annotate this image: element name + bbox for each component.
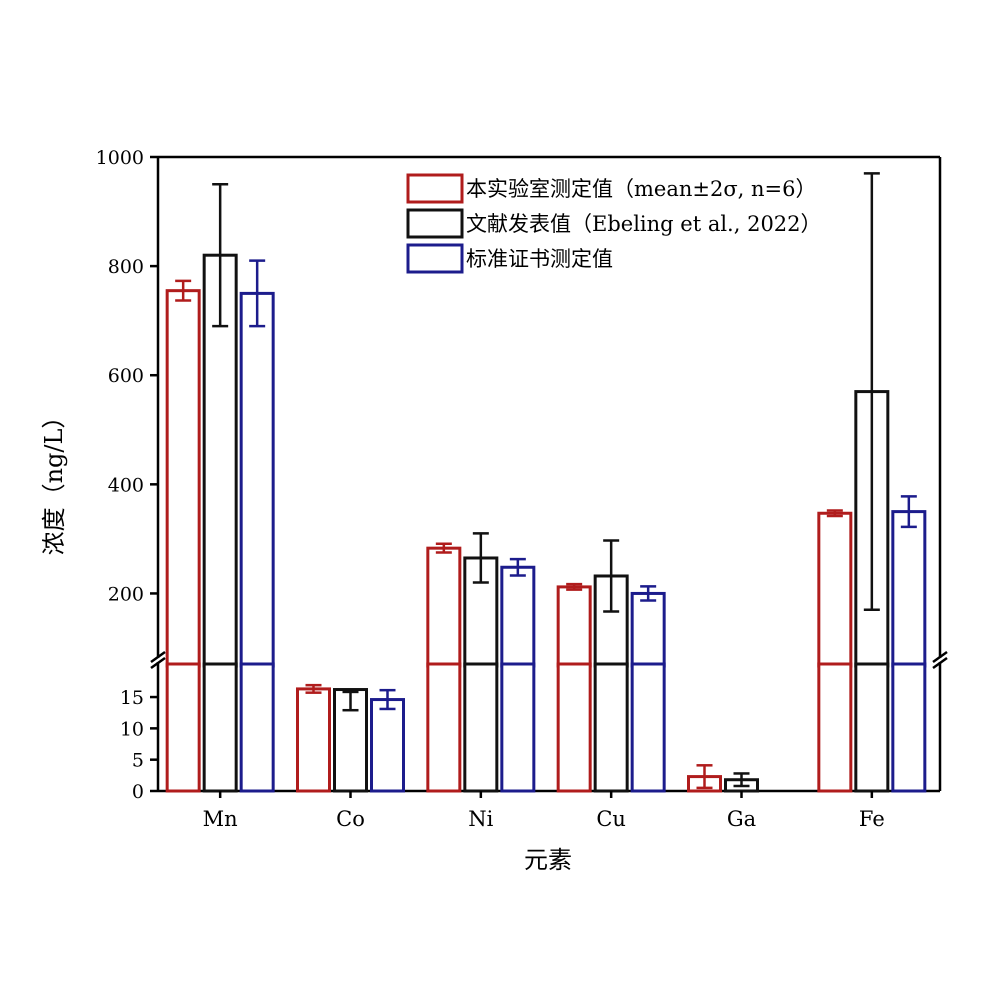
legend-label: 本实验室测定值（mean±2σ, n=6）: [466, 177, 817, 201]
axis-break-mark-lower: [932, 656, 948, 670]
bar: [370, 698, 405, 793]
legend-label: 标准证书测定值: [466, 247, 613, 271]
x-axis-title: 元素: [524, 846, 572, 874]
axis-break-mark-upper: [932, 650, 948, 664]
y-tick-label: 5: [132, 750, 144, 772]
y-tick-label: 1000: [96, 147, 144, 169]
legend: 本实验室测定值（mean±2σ, n=6） 文献发表值（Ebeling et al…: [406, 173, 822, 274]
legend-swatch: [406, 173, 464, 204]
bar-lower: [463, 662, 499, 793]
axis-break-mark-upper: [150, 650, 166, 664]
x-tick-label: Fe: [859, 807, 885, 831]
y-tick-label: 0: [132, 781, 144, 803]
y-tick-label: 400: [108, 474, 144, 496]
bar-upper: [500, 565, 536, 668]
y-ticks: 200 400 600 800 1000 0 5 10 15: [96, 147, 158, 803]
y-axis-title: 浓度（ng/L）: [40, 405, 68, 556]
legend-swatch: [406, 208, 464, 239]
bar-upper: [165, 289, 201, 668]
axis-break-gap: [148, 658, 950, 662]
bar-upper: [630, 591, 666, 668]
legend-swatch: [406, 243, 464, 274]
bar-lower: [500, 662, 536, 793]
bar-lower: [556, 662, 592, 793]
x-tick-label: Cu: [596, 807, 626, 831]
bar-lower: [426, 662, 462, 793]
y-tick-label: 10: [120, 718, 144, 740]
x-tick-label: Ni: [468, 807, 493, 831]
bar-lower: [854, 662, 890, 793]
bar-lower: [593, 662, 629, 793]
x-tick-label: Co: [336, 807, 365, 831]
bar-upper: [239, 291, 275, 668]
bar-lower: [891, 662, 927, 793]
bar-lower: [817, 662, 853, 793]
bar-lower: [239, 662, 275, 793]
y-tick-label: 15: [120, 687, 144, 709]
x-categories: Mn Co Ni Cu Ga Fe: [203, 791, 885, 831]
bar-upper: [556, 585, 592, 668]
bar-upper: [817, 511, 853, 668]
axis-break-mark-lower: [150, 656, 166, 670]
bars: [165, 253, 927, 793]
y-tick-label: 800: [108, 256, 144, 278]
error-bars: [175, 172, 917, 790]
bar-upper: [891, 510, 927, 668]
bar-upper: [426, 546, 462, 668]
bar-lower: [165, 662, 201, 793]
y-tick-label: 200: [108, 583, 144, 605]
y-tick-label: 600: [108, 365, 144, 387]
bar-lower: [630, 662, 666, 793]
axes: [148, 155, 950, 793]
x-tick-label: Mn: [203, 807, 238, 831]
x-tick-label: Ga: [727, 807, 756, 831]
legend-label: 文献发表值（Ebeling et al., 2022）: [466, 212, 822, 236]
bar: [296, 687, 331, 793]
bar-lower: [202, 662, 238, 793]
